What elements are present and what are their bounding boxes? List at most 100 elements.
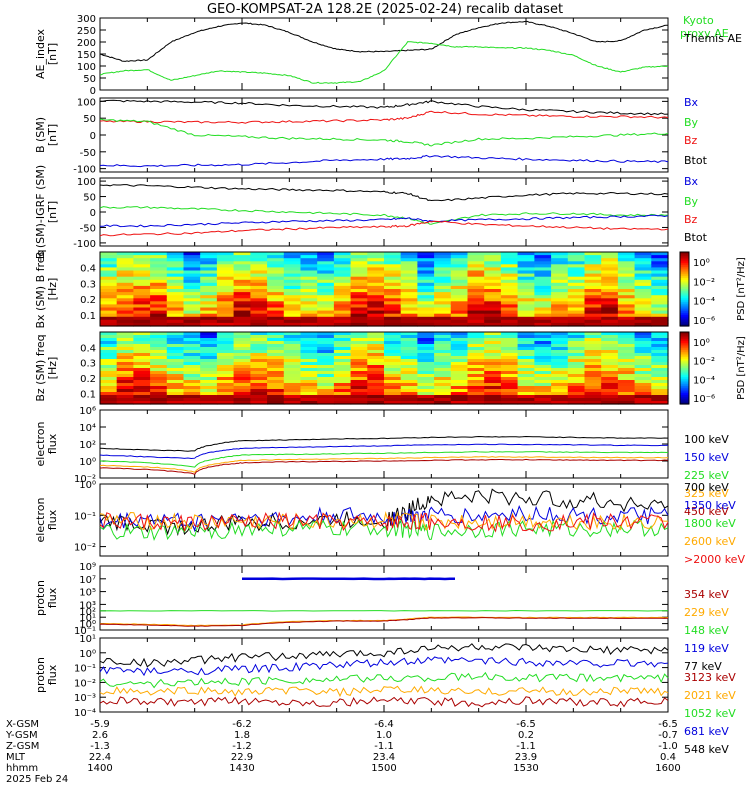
spectrogram-cell [534, 270, 552, 275]
colorbar-segment [680, 400, 689, 403]
spectrogram-cell [601, 359, 619, 363]
spectrogram-cell [484, 338, 502, 342]
colorbar-segment [680, 373, 689, 376]
spectrogram-cell [350, 298, 368, 302]
spectrogram-cell [200, 304, 218, 309]
spectrogram-cell [317, 282, 335, 287]
spectrogram-cell [233, 292, 251, 296]
legend-entry: 325 keV [684, 487, 729, 500]
spectrogram-cell [534, 374, 552, 378]
series-line-Bx [100, 214, 669, 228]
legend-entry: Bx [684, 96, 699, 109]
spectrogram-cell [116, 295, 134, 299]
spectrogram-cell [233, 252, 251, 256]
spectrogram-cell [601, 301, 619, 305]
spectrogram-cell [150, 282, 168, 287]
y-tick-label: 10⁻¹ [74, 511, 96, 522]
spectrogram-cell [500, 362, 519, 366]
spectrogram-cell [417, 310, 435, 315]
spectrogram-cell [233, 322, 251, 327]
spectrogram-cell [617, 383, 636, 387]
colorbar-segment [680, 255, 689, 259]
spectrogram-cell [333, 267, 352, 272]
spectrogram-cell [300, 310, 318, 315]
spectrogram-cell [200, 289, 218, 293]
spectrogram-cell [534, 322, 552, 327]
spectrogram-cell [384, 255, 402, 259]
spectrogram-cell [200, 282, 218, 287]
spectrogram-cell [116, 264, 134, 268]
spectrogram-cell [534, 395, 552, 399]
spectrogram-cell [116, 301, 134, 305]
spectrogram-cell [384, 371, 402, 375]
spectrogram-cell [367, 338, 385, 342]
spectrogram-cell [467, 313, 485, 318]
spectrogram-cell [434, 401, 452, 405]
spectrogram-cell [100, 392, 118, 396]
spectrogram-cell [166, 279, 185, 284]
spectrogram-cell [216, 310, 235, 315]
spectrogram-cell [267, 273, 285, 278]
spectrogram-cell [216, 273, 235, 278]
spectrogram-cell [166, 304, 185, 309]
spectrogram-cell [233, 401, 251, 405]
spectrogram-cell [250, 301, 268, 305]
spectrogram-cell [133, 398, 151, 402]
spectrogram-cell [651, 341, 669, 345]
spectrogram-cell [133, 392, 151, 396]
spectrogram-cell [534, 255, 552, 259]
spectrogram-cell [384, 332, 402, 336]
spectrogram-cell [100, 258, 118, 262]
colorbar-segment [680, 252, 689, 255]
spectrogram-cell [651, 368, 669, 372]
spectrogram-cell [250, 252, 268, 256]
spectrogram-cell [517, 353, 535, 357]
spectrogram-cell [484, 380, 502, 384]
spectrogram-cell [166, 347, 185, 351]
spectrogram-cell [584, 267, 602, 272]
spectrogram-cell [367, 258, 385, 262]
spectrogram-cell [300, 267, 318, 272]
series-line-Btot [99, 184, 669, 202]
spectrogram-cell [484, 282, 502, 287]
spectrogram-cell [367, 392, 385, 396]
spectrogram-cell [283, 383, 302, 387]
spectrogram-cell [317, 292, 335, 296]
spectrogram-cell [216, 356, 235, 360]
spectrogram-cell [183, 255, 201, 259]
spectrogram-cell [150, 273, 168, 278]
spectrogram-cell [467, 319, 485, 324]
spectrogram-cell [467, 362, 485, 366]
spectrogram-cell [484, 389, 502, 393]
spectrogram-cell [584, 395, 602, 399]
spectrogram-cell [100, 332, 118, 336]
y-tick-label: 50 [83, 74, 96, 85]
y-axis-label: protonflux [34, 657, 59, 693]
legend-entry: 1052 keV [684, 707, 736, 720]
spectrogram-cell [300, 295, 318, 299]
spectrogram-cell [350, 383, 368, 387]
footer-value: -1.0 [658, 741, 678, 752]
spectrogram-cell [116, 392, 134, 396]
spectrogram-cell [200, 255, 218, 259]
spectrogram-cell [350, 307, 368, 312]
spectrogram-cell [116, 341, 134, 345]
spectrogram-cell [350, 279, 368, 284]
spectrogram-cell [166, 374, 185, 378]
footer-value: -6.4 [374, 719, 394, 730]
spectrogram-cell [651, 313, 669, 318]
spectrogram-cell [250, 356, 268, 360]
spectrogram-cell [250, 255, 268, 259]
spectrogram-cell [651, 289, 669, 293]
spectrogram-cell [216, 398, 235, 402]
spectrogram-cell [333, 313, 352, 318]
spectrogram-cell [634, 380, 652, 384]
spectrogram-cell [333, 338, 352, 342]
spectrogram-cell [601, 295, 619, 299]
y-tick-label: 10⁻² [74, 543, 96, 554]
series-line-By [99, 206, 669, 225]
spectrogram-cell [116, 365, 134, 369]
spectrogram-cell [400, 295, 418, 299]
spectrogram-cell [267, 267, 285, 272]
spectrogram-cell [283, 347, 302, 351]
